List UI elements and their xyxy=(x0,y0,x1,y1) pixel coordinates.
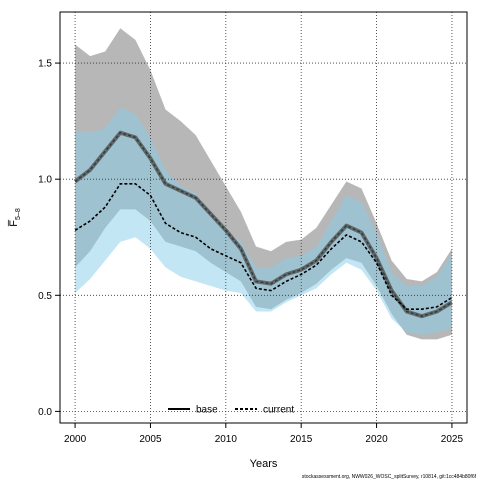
y-tick-label: 1.5 xyxy=(38,59,52,70)
legend: base current xyxy=(168,405,294,416)
y-axis: 0.0 0.5 1.0 1.5 xyxy=(38,59,60,418)
x-tick-label: 2025 xyxy=(441,434,464,445)
line-base xyxy=(74,131,453,317)
x-tick-label: 2020 xyxy=(365,434,388,445)
band-current xyxy=(75,107,452,335)
x-tick-label: 2015 xyxy=(290,434,313,445)
x-axis-title: Years xyxy=(250,458,278,470)
y-tick-label: 1.0 xyxy=(38,175,52,186)
x-tick-label: 2010 xyxy=(215,434,238,445)
legend-current-label: current xyxy=(263,405,294,416)
x-tick-label: 2000 xyxy=(64,434,87,445)
y-tick-label: 0.0 xyxy=(38,407,52,418)
plot-frame xyxy=(59,11,468,424)
footer-source-text: stockassessment.org, NWW026_WOSC_splitSu… xyxy=(302,474,477,480)
x-axis: 2000 2005 2010 2015 2020 2025 xyxy=(64,423,464,445)
legend-base-label: base xyxy=(196,405,218,416)
x-tick-label: 2005 xyxy=(139,434,162,445)
grid-lines xyxy=(60,12,467,423)
y-axis-title-subscript: 5–8 xyxy=(15,208,22,220)
y-axis-title: F̅5–8 xyxy=(8,208,22,227)
y-axis-title-main: F̅ xyxy=(8,219,20,227)
y-tick-label: 0.5 xyxy=(38,291,52,302)
series-lines xyxy=(73,130,453,319)
